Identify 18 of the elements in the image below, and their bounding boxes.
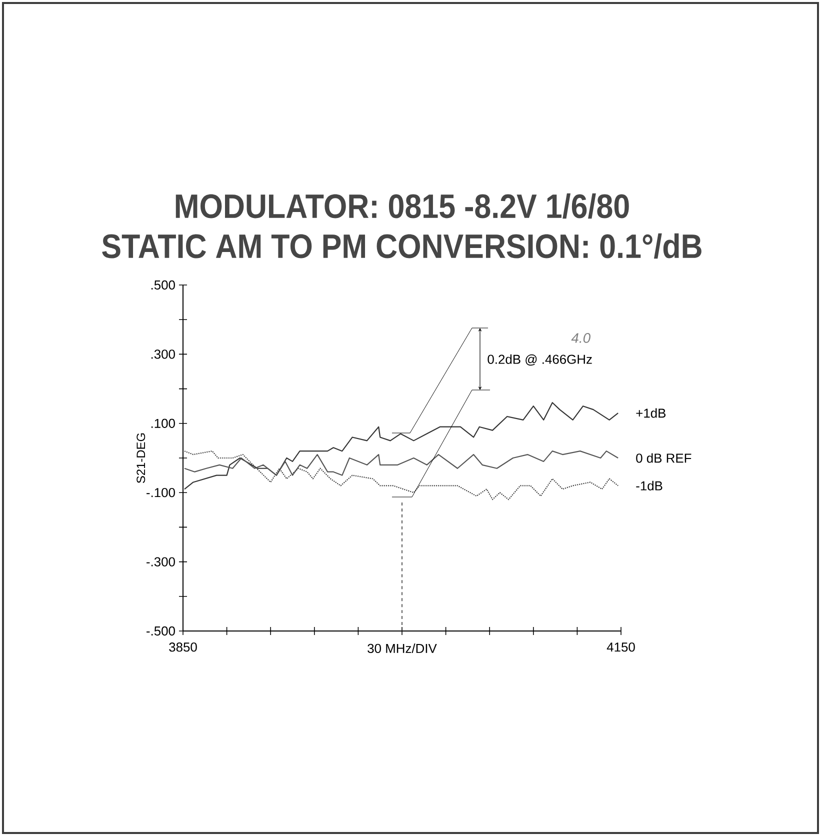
x-axis-title: 30 MHz/DIV bbox=[368, 644, 437, 654]
x-tick-label: 4150 bbox=[606, 642, 635, 652]
chart-subtitle: STATIC AM TO PM CONVERSION: 0.1°/dB bbox=[102, 233, 702, 259]
chart-title: MODULATOR: 0815 -8.2V 1/6/80 bbox=[176, 193, 629, 219]
y-tick-label: .300 bbox=[151, 350, 175, 359]
y-axis-title: S21-DEG bbox=[136, 433, 146, 484]
y-tick-label: -.500 bbox=[146, 626, 175, 636]
y-tick-label: .100 bbox=[151, 418, 175, 428]
line-series bbox=[184, 450, 619, 476]
series-label: -1dB bbox=[636, 480, 662, 490]
y-tick-label: .500 bbox=[151, 280, 175, 290]
y-tick-label: -.300 bbox=[146, 557, 175, 566]
annotation: 0.2dB @ .466GHz bbox=[488, 354, 592, 366]
series-label: +1dB bbox=[636, 408, 666, 418]
x-tick-label: 3850 bbox=[169, 642, 197, 652]
annotation: 4.0 bbox=[571, 333, 590, 343]
series-label: 0 dB REF bbox=[636, 453, 692, 463]
y-tick-label: -.100 bbox=[146, 488, 175, 498]
